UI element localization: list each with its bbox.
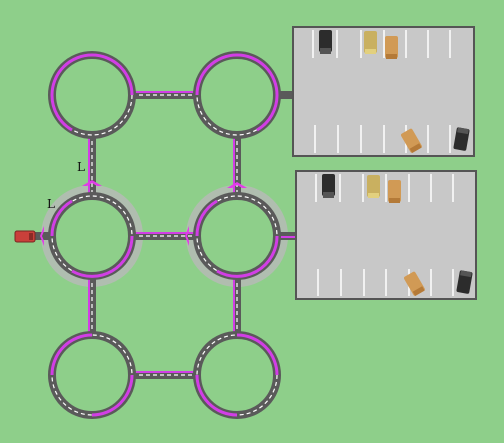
entry-road-left — [34, 232, 54, 240]
roundabout-top-left[interactable] — [48, 51, 136, 139]
roundabout-mid-right[interactable] — [193, 192, 281, 280]
tan-car-icon — [364, 31, 377, 54]
orange-car-angled-icon — [401, 128, 422, 154]
black-car-angled-icon — [453, 127, 470, 151]
road-v-left-upper — [88, 134, 96, 196]
road-v-right-upper — [233, 134, 241, 196]
road-v-right-lower — [233, 276, 241, 336]
parking-lot-bottom[interactable] — [295, 170, 477, 300]
road-v-left-lower — [88, 276, 96, 336]
label-l-upper: L — [77, 160, 85, 174]
roundabout-top-right[interactable] — [193, 51, 281, 139]
road-h-top — [132, 91, 194, 99]
direction-arrows — [40, 180, 247, 246]
lot-bottom-stall-lines-upper — [315, 174, 454, 202]
arrow-marker-left-side — [40, 226, 44, 246]
lot-top-stall-lines-upper — [312, 30, 451, 58]
lot-bottom-stall-lines-lower — [317, 269, 454, 296]
tan-car-icon — [367, 175, 380, 198]
roundabouts — [48, 51, 281, 419]
black-car-icon — [319, 30, 332, 54]
road-h-middle — [132, 232, 196, 240]
arrow-marker-right-side — [185, 226, 189, 246]
arrow-marker-left-top — [82, 180, 102, 186]
road-h-bottom — [132, 371, 196, 379]
road-to-lot-top — [276, 91, 296, 99]
black-car-icon — [322, 174, 335, 198]
orange-car-angled-icon — [404, 271, 425, 297]
roundabout-bottom-left[interactable] — [48, 331, 136, 419]
orange-car-icon — [385, 36, 398, 59]
parking-lot-top[interactable] — [292, 26, 475, 157]
label-l-lower: L — [47, 197, 55, 211]
arrow-marker-right-top — [227, 182, 247, 188]
black-car-angled-icon — [456, 270, 473, 294]
roundabout-bottom-right[interactable] — [193, 331, 281, 419]
player-car[interactable] — [14, 230, 36, 243]
orange-car-icon — [388, 180, 401, 203]
roundabout-mid-left[interactable] — [48, 192, 136, 280]
